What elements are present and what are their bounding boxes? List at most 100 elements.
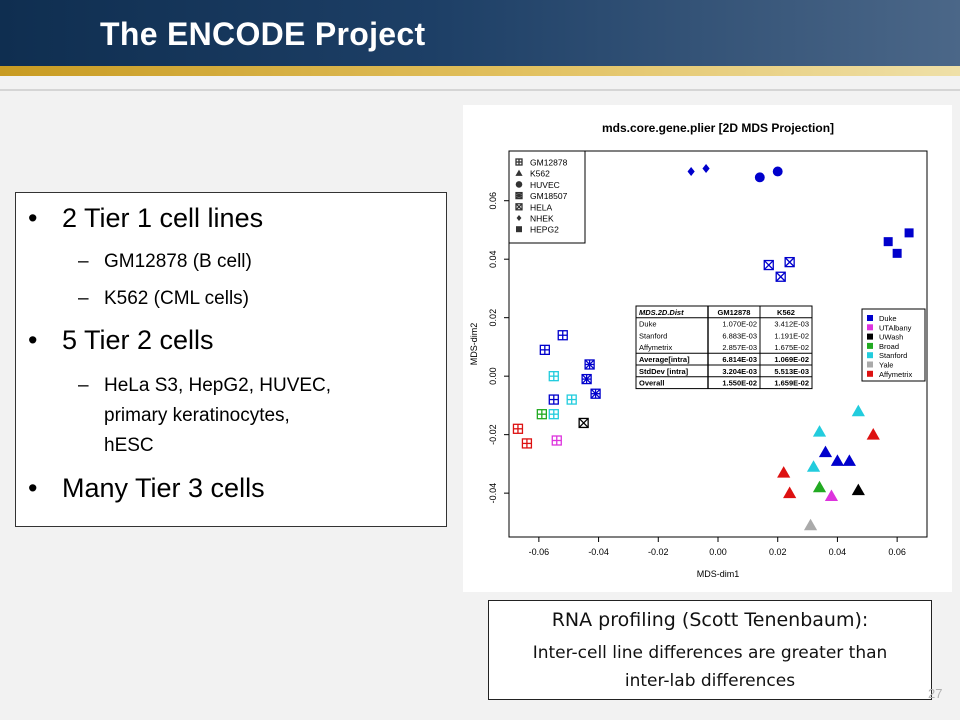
header-divider [0, 89, 960, 91]
dash-glyph: – [78, 251, 89, 272]
marker-square [516, 226, 522, 233]
data-point [812, 425, 827, 437]
color-legend-label: UWash [879, 333, 903, 342]
color-legend-swatch [867, 342, 873, 349]
marker-circle [772, 166, 783, 177]
x-tick-label: -0.04 [588, 547, 609, 557]
stats-table-cell: Affymetrix [639, 343, 672, 352]
data-point [783, 486, 797, 499]
bullet-item: • 5 Tier 2 cells [28, 325, 214, 356]
marker-square [883, 237, 893, 247]
marker-stroke [763, 260, 774, 271]
stats-table-cell: 1.550E-02 [722, 379, 757, 388]
stats-table-cell: Average[intra] [639, 355, 690, 364]
marker-triangle [824, 489, 839, 502]
data-point [851, 404, 865, 417]
marker-stroke [584, 359, 595, 370]
data-point [687, 166, 695, 176]
stats-table-cell: 1.069E-02 [774, 355, 809, 364]
data-point [581, 373, 592, 385]
bullet-item: • Many Tier 3 cells [28, 473, 265, 504]
marker-triangle [851, 404, 865, 417]
y-tick-label: -0.04 [488, 483, 498, 504]
marker-square [892, 248, 902, 258]
data-point [775, 271, 786, 282]
data-point [818, 445, 833, 458]
data-point [772, 166, 783, 177]
data-point [763, 259, 774, 271]
marker-triangle [842, 454, 856, 466]
marker-circle [754, 172, 765, 183]
bullet-list-box: • 2 Tier 1 cell lines – GM12878 (B cell) –… [15, 192, 447, 527]
chart-title: mds.core.gene.plier [2D MDS Projection] [602, 121, 834, 135]
data-point [830, 454, 845, 466]
sub-bullet-text: HeLa S3, HepG2, HUVEC, [104, 375, 332, 396]
data-point [812, 480, 827, 493]
sub-bullet-item: – K562 (CML cells) [78, 287, 249, 310]
data-point [548, 394, 559, 405]
data-point [702, 164, 710, 174]
shape-legend-label: GM12878 [530, 158, 568, 168]
stats-table-cell: StdDev [intra] [639, 367, 689, 376]
y-tick-label: -0.02 [488, 424, 498, 445]
stats-table-cell: Duke [639, 320, 657, 329]
page-number: 27 [928, 686, 943, 701]
marker-stroke [775, 271, 786, 282]
dash-glyph: – [78, 375, 89, 396]
marker-triangle [812, 480, 827, 493]
marker-triangle [812, 425, 827, 437]
marker-diamond [687, 166, 695, 176]
color-legend-swatch [867, 324, 873, 331]
marker-triangle [777, 466, 791, 478]
sub-bullet-continuation: primary keratinocytes, [104, 405, 290, 426]
data-point [578, 417, 589, 429]
data-point [566, 394, 577, 405]
stats-table-cell: 1.191E-02 [774, 331, 809, 340]
data-point [557, 330, 568, 341]
color-legend-label: Stanford [879, 351, 907, 360]
mds-plot-panel: mds.core.gene.plier [2D MDS Projection] -… [463, 105, 952, 592]
data-point [851, 483, 865, 496]
x-tick-label: 0.00 [709, 547, 727, 557]
data-point [842, 454, 856, 466]
x-tick-label: 0.04 [829, 547, 847, 557]
data-point [803, 518, 818, 531]
marker-box [763, 259, 774, 271]
sub-bullet-text: K562 (CML cells) [104, 288, 250, 309]
color-legend-swatch [867, 370, 873, 377]
marker-circle [515, 181, 523, 188]
caption-box: RNA profiling (Scott Tenenbaum): Inter-c… [488, 600, 932, 700]
legend-marker-triangle [515, 169, 523, 176]
bullet-text: 5 Tier 2 cells [62, 325, 214, 355]
color-legend-label: Broad [879, 342, 899, 351]
x-tick-label: 0.02 [769, 547, 787, 557]
marker-box [578, 417, 589, 429]
legend-marker-boxplus [515, 158, 523, 166]
shape-legend-label: K562 [530, 169, 550, 179]
marker-triangle [830, 454, 845, 466]
data-point [584, 359, 595, 370]
marker-box [515, 203, 523, 211]
marker-stroke [578, 417, 589, 428]
data-point [866, 428, 880, 440]
data-point [777, 466, 791, 478]
bullet-glyph: • [28, 325, 38, 355]
y-tick-label: 0.04 [488, 250, 498, 268]
stats-table-frame [635, 305, 813, 390]
marker-stroke [515, 203, 523, 211]
legend-marker-square [516, 226, 522, 233]
data-point [590, 388, 601, 399]
bullet-glyph: • [28, 203, 38, 233]
stats-table-cell: 5.513E-03 [774, 367, 809, 376]
color-legend-swatch [867, 315, 873, 321]
marker-stroke [515, 192, 523, 200]
data-point [806, 460, 821, 472]
legend-marker-diamond [516, 215, 522, 221]
stats-table-cell: 6.814E-03 [722, 355, 757, 364]
stats-table-cell: Overall [639, 379, 664, 388]
stats-table-cell: 2.857E-03 [722, 343, 757, 352]
marker-triangle [866, 428, 880, 440]
color-legend-swatch [867, 333, 873, 340]
caption-line: inter-lab differences [624, 671, 796, 691]
data-point [754, 172, 765, 183]
